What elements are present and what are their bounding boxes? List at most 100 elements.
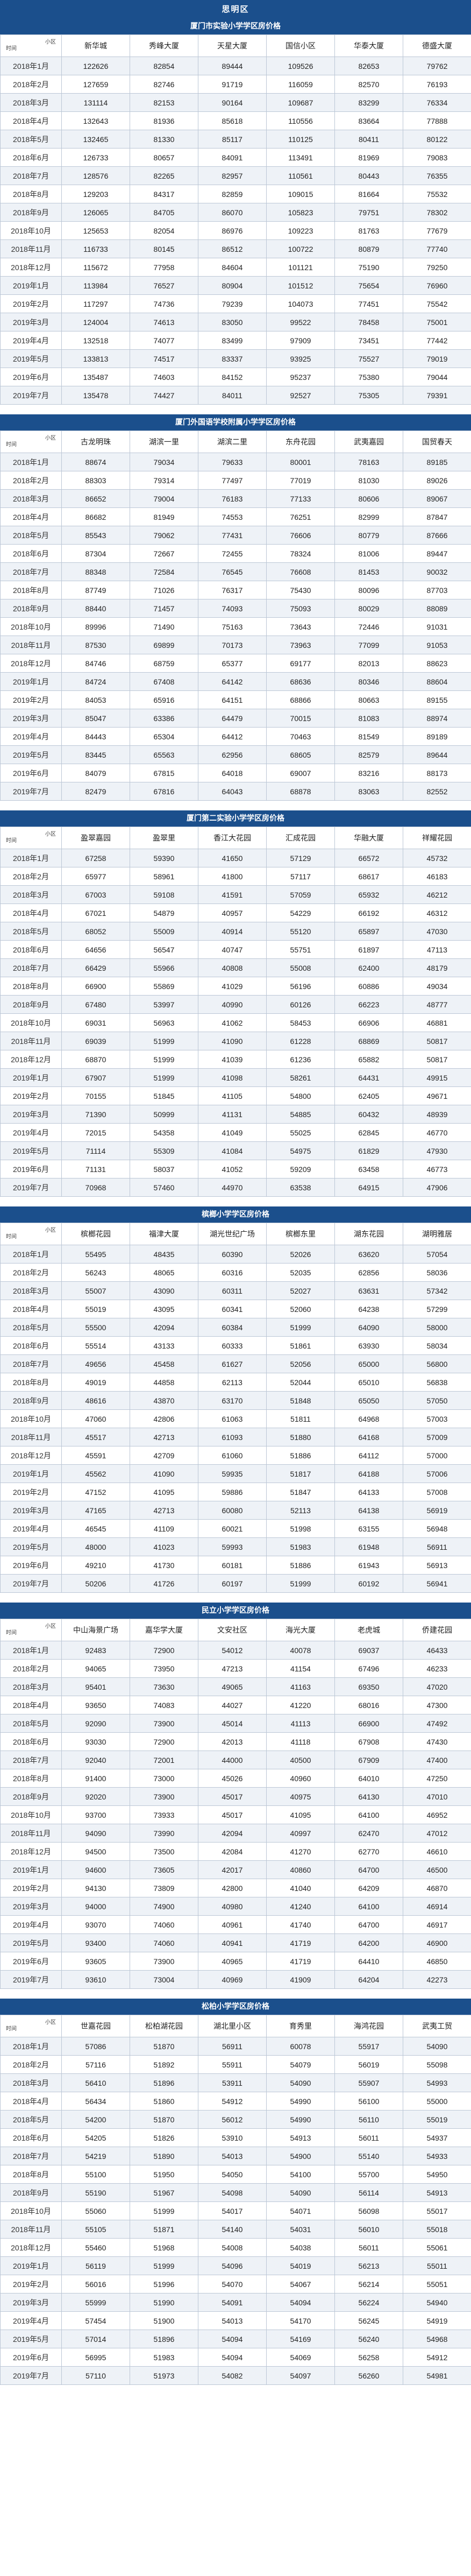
price-cell: 86512 bbox=[198, 239, 267, 258]
price-cell: 55009 bbox=[130, 922, 198, 941]
corner-header: 小区 时间 bbox=[0, 1619, 62, 1641]
table-row: 2019年6月 93605 73900 40965 41719 64410 46850 bbox=[0, 1952, 471, 1971]
price-cell: 64133 bbox=[334, 1483, 403, 1501]
price-cell: 57009 bbox=[403, 1428, 471, 1446]
price-cell: 77133 bbox=[266, 489, 335, 508]
price-cell: 75190 bbox=[334, 258, 403, 277]
table-row: 2018年10月 69031 56963 41062 58453 66906 46881 bbox=[0, 1013, 471, 1032]
price-cell: 65563 bbox=[130, 745, 198, 764]
price-cell: 55911 bbox=[198, 2055, 267, 2074]
price-cell: 80779 bbox=[334, 526, 403, 545]
price-cell: 43090 bbox=[130, 1281, 198, 1300]
price-cell: 69350 bbox=[334, 1677, 403, 1696]
price-cell: 81030 bbox=[334, 471, 403, 490]
table-row: 2019年2月 94130 73809 42800 41040 64209 46870 bbox=[0, 1879, 471, 1897]
price-cell: 46917 bbox=[403, 1915, 471, 1934]
price-cell: 64100 bbox=[334, 1805, 403, 1824]
table-row: 2019年2月 70155 51845 41105 54800 62405 49671 bbox=[0, 1086, 471, 1105]
price-cell: 76527 bbox=[130, 276, 198, 295]
price-cell: 51900 bbox=[130, 2311, 198, 2330]
month-cell: 2019年2月 bbox=[0, 2275, 62, 2293]
price-cell: 60390 bbox=[198, 1245, 267, 1264]
price-cell: 77442 bbox=[403, 331, 471, 350]
price-cell: 53911 bbox=[198, 2073, 267, 2092]
column-header: 盈翠嘉园 bbox=[61, 827, 130, 849]
price-cell: 79004 bbox=[130, 489, 198, 508]
column-header: 福津大厦 bbox=[130, 1223, 198, 1245]
price-cell: 45017 bbox=[198, 1787, 267, 1806]
price-cell: 53910 bbox=[198, 2128, 267, 2147]
month-cell: 2018年2月 bbox=[0, 1659, 62, 1678]
table-row: 2019年4月 84443 65304 64412 70463 81549 89189 bbox=[0, 727, 471, 746]
price-cell: 74093 bbox=[198, 599, 267, 618]
price-cell: 46433 bbox=[403, 1641, 471, 1660]
month-cell: 2018年11月 bbox=[0, 636, 62, 654]
month-cell: 2018年6月 bbox=[0, 1732, 62, 1751]
month-cell: 2019年2月 bbox=[0, 690, 62, 709]
table-row: 2018年12月 68870 51999 41039 61236 65882 50817 bbox=[0, 1050, 471, 1069]
price-cell: 59108 bbox=[130, 885, 198, 904]
price-cell: 122626 bbox=[61, 57, 130, 75]
price-cell: 54070 bbox=[198, 2275, 267, 2293]
table-row: 2019年5月 71114 55309 41084 54975 61829 47930 bbox=[0, 1141, 471, 1160]
price-cell: 73643 bbox=[266, 617, 335, 636]
price-cell: 79751 bbox=[334, 203, 403, 222]
price-cell: 56100 bbox=[334, 2092, 403, 2111]
table-row: 2019年4月 132518 74077 83499 97909 73451 77442 bbox=[0, 331, 471, 350]
price-cell: 87530 bbox=[61, 636, 130, 654]
price-cell: 67480 bbox=[61, 995, 130, 1014]
price-cell: 41023 bbox=[130, 1537, 198, 1556]
price-cell: 41909 bbox=[266, 1970, 335, 1989]
price-cell: 84724 bbox=[61, 672, 130, 691]
corner-header-bottom: 时间 bbox=[6, 838, 17, 844]
price-cell: 74517 bbox=[130, 349, 198, 368]
price-cell: 61948 bbox=[334, 1537, 403, 1556]
price-cell: 91719 bbox=[198, 75, 267, 94]
month-cell: 2019年3月 bbox=[0, 313, 62, 331]
price-cell: 42094 bbox=[130, 1318, 198, 1337]
price-cell: 40941 bbox=[198, 1933, 267, 1952]
month-cell: 2019年7月 bbox=[0, 386, 62, 405]
price-cell: 81949 bbox=[130, 507, 198, 526]
price-cell: 46870 bbox=[403, 1879, 471, 1897]
column-header: 东舟花园 bbox=[266, 430, 335, 453]
price-cell: 54940 bbox=[403, 2293, 471, 2312]
month-cell: 2018年5月 bbox=[0, 526, 62, 545]
price-cell: 109687 bbox=[266, 93, 335, 112]
price-cell: 57117 bbox=[266, 867, 335, 886]
table-row: 2018年4月 93650 74083 44027 41220 68016 47300 bbox=[0, 1696, 471, 1714]
price-cell: 86652 bbox=[61, 489, 130, 508]
price-cell: 74613 bbox=[130, 313, 198, 331]
price-cell: 51880 bbox=[266, 1428, 335, 1446]
price-cell: 55100 bbox=[61, 2165, 130, 2184]
month-cell: 2019年5月 bbox=[0, 1933, 62, 1952]
price-cell: 41052 bbox=[198, 1160, 267, 1178]
price-cell: 51999 bbox=[130, 2201, 198, 2220]
table-row: 2018年10月 55060 51999 54017 54071 56098 55017 bbox=[0, 2201, 471, 2220]
price-cell: 54919 bbox=[403, 2311, 471, 2330]
table-row: 2019年2月 117297 74736 79239 104073 77451 75542 bbox=[0, 294, 471, 313]
table-row: 2019年5月 57014 51896 54094 54169 56240 54968 bbox=[0, 2330, 471, 2348]
price-cell: 79034 bbox=[130, 453, 198, 471]
price-cell: 89155 bbox=[403, 690, 471, 709]
price-cell: 41062 bbox=[198, 1013, 267, 1032]
table-row: 2018年4月 132643 81936 85618 110556 83664 77888 bbox=[0, 111, 471, 130]
price-cell: 48939 bbox=[403, 1105, 471, 1124]
price-cell: 54879 bbox=[130, 904, 198, 922]
corner-header-top: 小区 bbox=[45, 1624, 56, 1629]
price-cell: 82854 bbox=[130, 57, 198, 75]
price-cell: 46850 bbox=[403, 1952, 471, 1971]
price-cell: 48179 bbox=[403, 958, 471, 977]
table-row: 2019年3月 71390 50999 41131 54885 60432 48939 bbox=[0, 1105, 471, 1124]
price-cell: 51848 bbox=[266, 1391, 335, 1410]
month-cell: 2019年1月 bbox=[0, 1464, 62, 1483]
price-cell: 80001 bbox=[266, 453, 335, 471]
price-cell: 87666 bbox=[403, 526, 471, 545]
price-cell: 61897 bbox=[334, 940, 403, 959]
month-cell: 2018年4月 bbox=[0, 1696, 62, 1714]
month-cell: 2019年4月 bbox=[0, 1519, 62, 1538]
price-cell: 49915 bbox=[403, 1068, 471, 1087]
school-district-section: 厦门市实验小学学区房价格 小区 时间 新华城 秀峰大厦 天星大厦 国信小区 华泰大厦 德盛大厦 2… bbox=[0, 18, 471, 405]
price-cell: 75542 bbox=[403, 294, 471, 313]
price-cell: 84091 bbox=[198, 148, 267, 167]
